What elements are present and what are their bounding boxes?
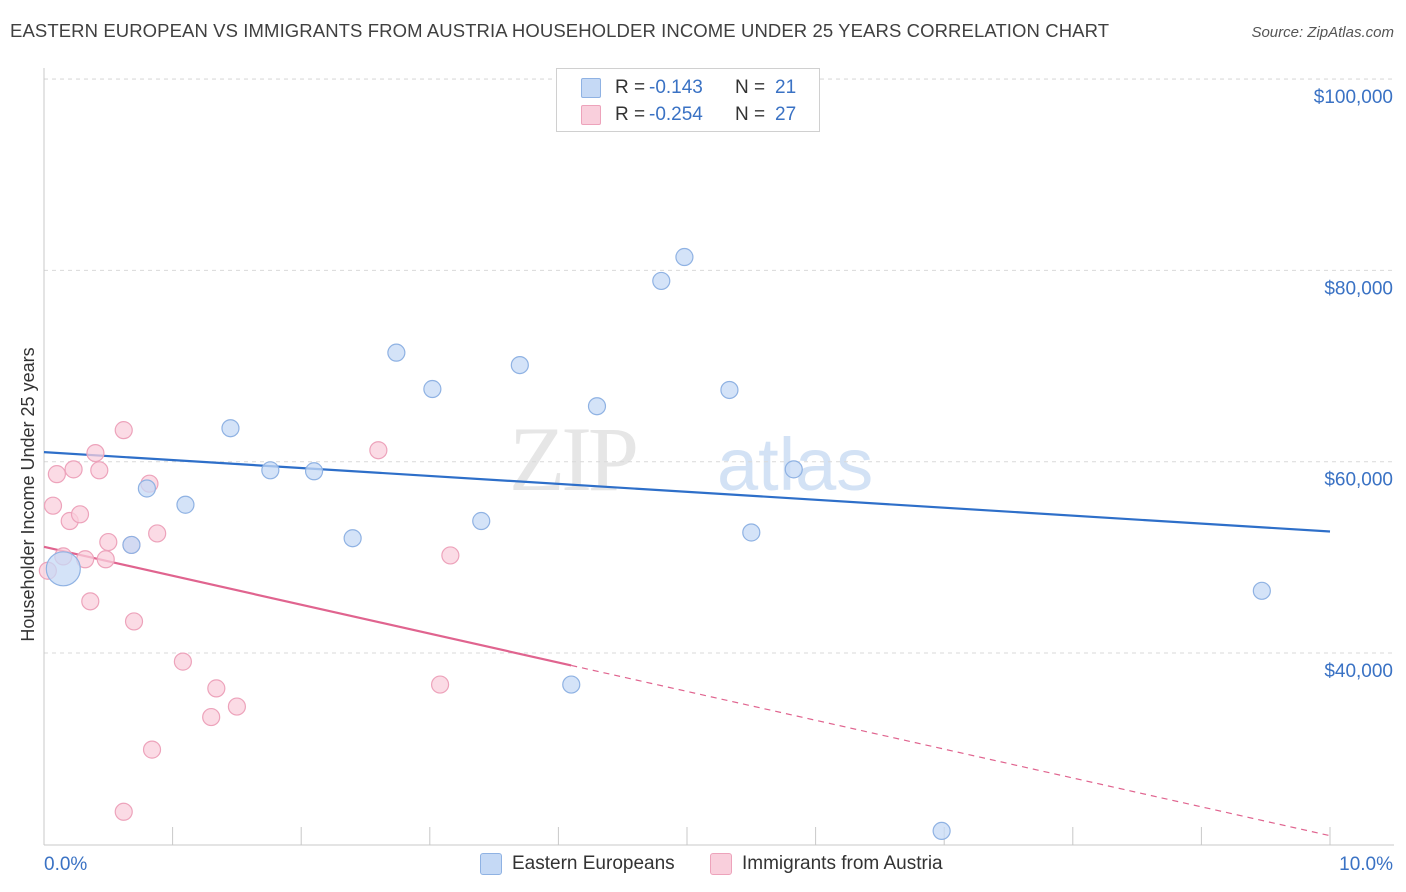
data-point-immigrants-austria bbox=[202, 707, 221, 727]
stats-legend: R = -0.143 N = 21 R = -0.254 N = 27 bbox=[556, 68, 820, 132]
data-point-immigrants-austria bbox=[90, 461, 109, 480]
data-point-immigrants-austria bbox=[441, 546, 460, 565]
data-point-eastern-europeans bbox=[221, 419, 240, 438]
r-label: R = bbox=[615, 104, 646, 125]
y-tick-label: $60,000 bbox=[1324, 470, 1393, 491]
data-point-eastern-europeans bbox=[387, 343, 406, 362]
data-point-eastern-europeans bbox=[45, 551, 81, 587]
data-point-immigrants-austria bbox=[148, 524, 167, 543]
r-label: R = bbox=[615, 77, 646, 98]
data-point-immigrants-austria bbox=[114, 802, 133, 821]
data-point-immigrants-austria bbox=[86, 443, 105, 463]
y-axis-label: Householder Income Under 25 years bbox=[18, 347, 38, 641]
trend-line-immigrants-austria bbox=[43, 545, 572, 667]
data-point-immigrants-austria bbox=[96, 550, 115, 569]
immigrants-austria-swatch bbox=[581, 105, 601, 125]
data-point-immigrants-austria bbox=[124, 612, 144, 631]
data-point-eastern-europeans bbox=[742, 523, 761, 542]
data-point-immigrants-austria bbox=[173, 652, 192, 671]
data-point-eastern-europeans bbox=[137, 479, 156, 498]
legend-label: Eastern Europeans bbox=[512, 853, 675, 874]
watermark: ZIP atlas bbox=[509, 408, 873, 510]
legend-label: Immigrants from Austria bbox=[742, 853, 943, 874]
n-value: 27 bbox=[775, 104, 797, 125]
data-point-eastern-europeans bbox=[587, 397, 607, 416]
data-point-eastern-europeans bbox=[343, 529, 362, 548]
eastern-europeans-legend-swatch bbox=[480, 853, 502, 875]
n-label: N = bbox=[735, 104, 766, 125]
data-point-eastern-europeans bbox=[1252, 581, 1271, 600]
data-point-eastern-europeans bbox=[510, 355, 529, 375]
data-point-eastern-europeans bbox=[652, 271, 671, 291]
data-point-immigrants-austria bbox=[47, 465, 66, 484]
x-tick-label-min: 0.0% bbox=[44, 854, 87, 875]
data-point-eastern-europeans bbox=[932, 821, 951, 841]
data-point-immigrants-austria bbox=[70, 505, 90, 524]
data-point-eastern-europeans bbox=[562, 675, 581, 694]
y-tick-label: $40,000 bbox=[1324, 661, 1393, 682]
data-point-eastern-europeans bbox=[122, 535, 141, 555]
x-tick-label-max: 10.0% bbox=[1339, 854, 1393, 875]
data-point-eastern-europeans bbox=[720, 380, 739, 400]
data-point-immigrants-austria bbox=[114, 421, 133, 440]
n-value: 21 bbox=[775, 77, 797, 98]
trend-line-eastern-europeans bbox=[43, 451, 1331, 533]
data-point-eastern-europeans bbox=[472, 511, 491, 531]
y-tick-label: $100,000 bbox=[1314, 87, 1393, 108]
data-point-eastern-europeans bbox=[784, 460, 803, 479]
y-tick-label: $80,000 bbox=[1324, 278, 1393, 299]
data-point-immigrants-austria bbox=[207, 679, 226, 698]
data-point-immigrants-austria bbox=[99, 532, 118, 552]
r-value: -0.254 bbox=[649, 104, 703, 125]
data-point-immigrants-austria bbox=[430, 675, 450, 694]
data-point-immigrants-austria bbox=[227, 697, 246, 716]
data-point-eastern-europeans bbox=[423, 379, 442, 399]
immigrants-austria-legend-swatch bbox=[710, 853, 732, 875]
n-label: N = bbox=[735, 77, 766, 98]
data-point-eastern-europeans bbox=[176, 495, 195, 514]
chart-title: EASTERN EUROPEAN VS IMMIGRANTS FROM AUST… bbox=[10, 20, 1110, 41]
data-point-eastern-europeans bbox=[261, 461, 280, 480]
source-label: Source: ZipAtlas.com bbox=[1251, 24, 1394, 41]
data-point-immigrants-austria bbox=[369, 441, 388, 460]
eastern-europeans-swatch bbox=[581, 78, 601, 98]
data-point-immigrants-austria bbox=[81, 592, 100, 611]
r-value: -0.143 bbox=[649, 77, 703, 98]
data-point-eastern-europeans bbox=[304, 462, 324, 481]
data-point-immigrants-austria bbox=[64, 460, 83, 479]
data-point-immigrants-austria bbox=[43, 496, 63, 515]
watermark-zip: ZIP bbox=[509, 408, 636, 510]
data-point-eastern-europeans bbox=[675, 247, 694, 267]
trend-line-immigrants-austria-extrapolated bbox=[571, 664, 1331, 837]
data-point-immigrants-austria bbox=[142, 740, 162, 759]
